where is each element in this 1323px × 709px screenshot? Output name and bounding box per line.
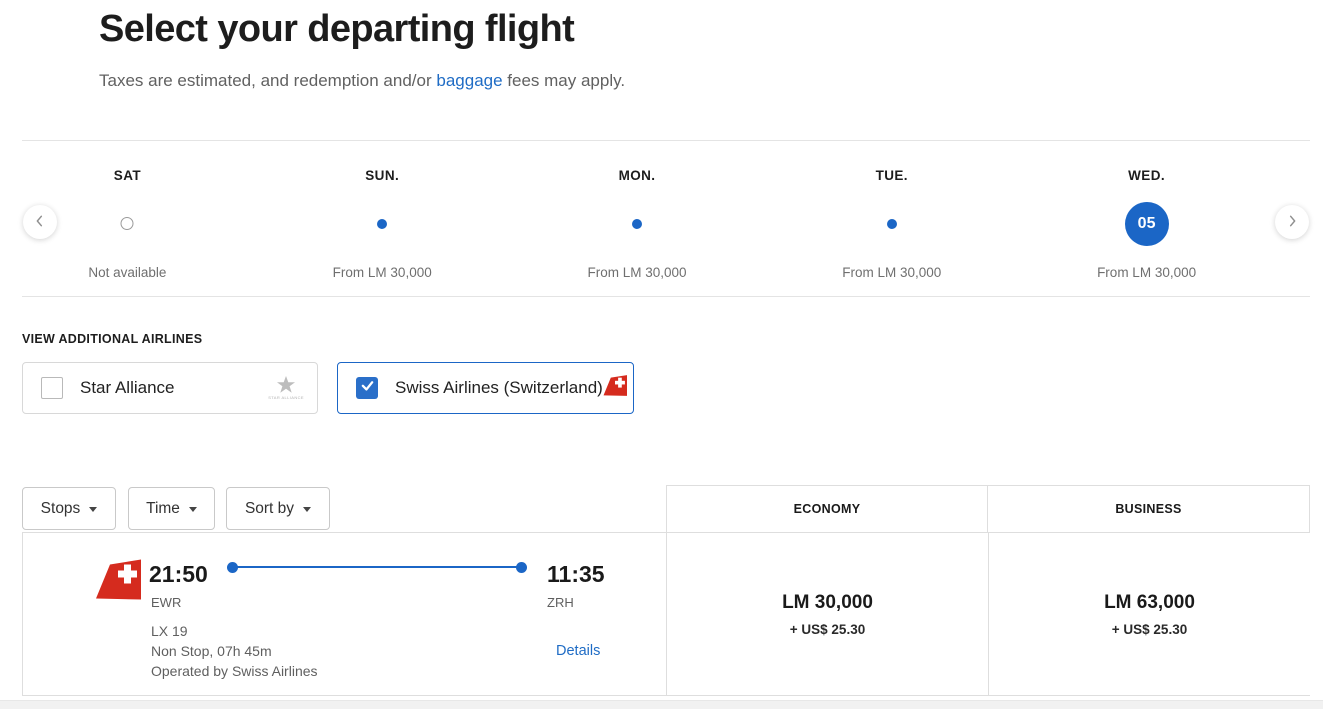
business-fare-taxes: + US$ 25.30	[1111, 621, 1188, 637]
time-filter-button[interactable]: Time	[128, 487, 215, 530]
airline-option-label: Swiss Airlines (Switzerland)	[395, 378, 603, 397]
day-option-sun[interactable]: SUN. From LM 30,000	[255, 141, 510, 297]
selected-day-badge: 05	[1124, 202, 1169, 246]
sort-by-label: Sort by	[244, 499, 295, 517]
time-filter-label: Time	[146, 499, 180, 517]
carousel-prev-button[interactable]	[23, 205, 57, 239]
baggage-link[interactable]: baggage	[436, 71, 503, 90]
unavailable-indicator	[120, 217, 134, 230]
departure-airport-code: EWR	[151, 595, 182, 610]
economy-column-header: ECONOMY	[666, 485, 988, 533]
dropdown-caret-icon	[303, 507, 312, 512]
economy-fare-cell[interactable]: LM 30,000 + US$ 25.30	[666, 533, 988, 695]
day-availability: From LM 30,000	[587, 265, 687, 280]
day-availability: From LM 30,000	[842, 265, 942, 280]
business-fare-cell[interactable]: LM 63,000 + US$ 25.30	[988, 533, 1310, 695]
day-label: MON.	[618, 168, 656, 183]
day-label: SUN.	[365, 168, 400, 183]
tax-disclaimer: Taxes are estimated, and redemption and/…	[99, 70, 625, 91]
page-title: Select your departing flight	[99, 8, 575, 50]
departure-time: 21:50	[149, 561, 208, 587]
flight-details-link[interactable]: Details	[556, 643, 601, 659]
chevron-right-icon	[1284, 213, 1300, 232]
carousel-next-button[interactable]	[1275, 205, 1309, 239]
dropdown-caret-icon	[188, 507, 197, 512]
date-carousel: SAT Not available SUN. From LM 30,000 MO…	[22, 140, 1310, 297]
swiss-airlines-logo-icon	[603, 375, 627, 401]
chevron-left-icon	[32, 213, 48, 232]
arrival-airport-code: ZRH	[547, 595, 574, 610]
destination-dot-icon	[516, 561, 527, 573]
flight-path-graphic	[227, 561, 527, 573]
additional-airlines-heading: VIEW ADDITIONAL AIRLINES	[22, 332, 203, 346]
day-label: WED.	[1128, 168, 1166, 183]
day-option-wed-selected[interactable]: WED. 05 From LM 30,000	[1019, 141, 1274, 297]
tax-disclaimer-text: Taxes are estimated, and redemption and/…	[99, 71, 437, 90]
flight-path-line	[232, 566, 522, 568]
day-option-mon[interactable]: MON. From LM 30,000	[510, 141, 765, 297]
stops-filter-label: Stops	[40, 499, 81, 517]
day-availability: From LM 30,000	[1097, 265, 1197, 280]
airline-option-swiss[interactable]: Swiss Airlines (Switzerland)	[337, 362, 634, 414]
economy-fare-miles: LM 30,000	[782, 591, 873, 613]
tax-disclaimer-text-suffix: fees may apply.	[502, 71, 626, 90]
day-option-sat[interactable]: SAT Not available	[0, 141, 255, 297]
business-column-header: BUSINESS	[987, 485, 1310, 533]
date-carousel-days: SAT Not available SUN. From LM 30,000 MO…	[0, 141, 1274, 297]
flight-result-row: 21:50 EWR 11:35 ZRH LX 19 Non Stop, 07h …	[22, 532, 1310, 696]
day-availability: Not available	[88, 265, 167, 280]
available-dot-indicator	[886, 219, 897, 229]
day-option-tue[interactable]: TUE. From LM 30,000	[764, 141, 1019, 297]
day-label: TUE.	[875, 168, 908, 183]
checkbox-checked[interactable]	[356, 377, 378, 399]
airline-option-star-alliance[interactable]: Star Alliance STAR ALLIANCE	[22, 362, 318, 414]
flight-duration: Non Stop, 07h 45m	[151, 643, 272, 659]
page-bottom-strip	[0, 700, 1323, 709]
checkbox-unchecked[interactable]	[41, 377, 63, 399]
operated-by-text: Operated by Swiss Airlines	[151, 663, 318, 679]
sort-by-button[interactable]: Sort by	[226, 487, 330, 530]
stops-filter-button[interactable]: Stops	[22, 487, 116, 530]
swiss-tail-logo-icon	[95, 559, 141, 605]
day-availability: From LM 30,000	[332, 265, 432, 280]
star-alliance-logo-icon: STAR ALLIANCE	[268, 376, 304, 400]
day-label: SAT	[113, 168, 141, 183]
dropdown-caret-icon	[89, 507, 98, 512]
economy-fare-taxes: + US$ 25.30	[789, 621, 866, 637]
available-dot-indicator	[631, 219, 642, 229]
airline-option-label: Star Alliance	[80, 378, 175, 397]
checkmark-icon	[360, 378, 375, 398]
available-dot-indicator	[377, 219, 388, 229]
arrival-time: 11:35	[547, 561, 605, 587]
flight-number: LX 19	[151, 623, 188, 639]
business-fare-miles: LM 63,000	[1104, 591, 1195, 613]
origin-dot-icon	[227, 561, 238, 573]
